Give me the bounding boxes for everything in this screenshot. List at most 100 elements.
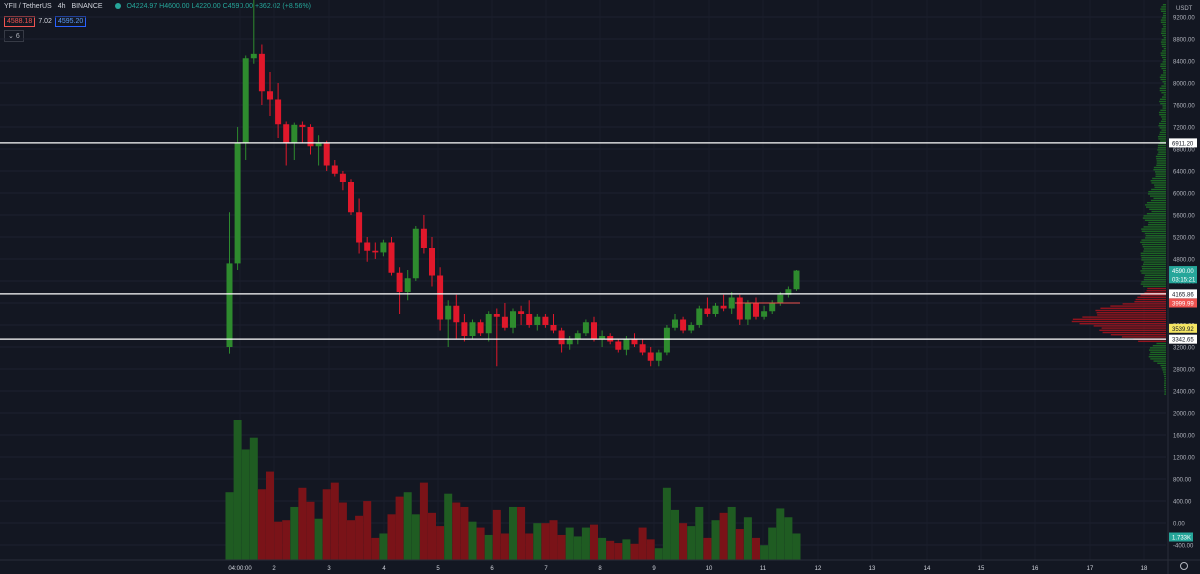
volume-profile-bar (1101, 327, 1166, 329)
candle-body (728, 297, 735, 309)
volume-bar (306, 501, 315, 560)
candle-body (267, 91, 273, 100)
symbol-title[interactable]: YFII / TetherUS (4, 3, 52, 10)
volume-profile-bar (1072, 318, 1166, 320)
time-tick-label: 04:00:00 (228, 566, 252, 572)
volume-profile-bar (1161, 28, 1166, 30)
volume-bar (428, 512, 436, 560)
time-tick-label: 14 (924, 566, 931, 572)
settings-icon[interactable] (1180, 562, 1188, 570)
candle-body (777, 294, 784, 303)
low-value: L4220.00 (191, 3, 221, 10)
candle-body (404, 278, 411, 292)
candle-body (518, 311, 525, 314)
chart-legend-header: YFII / TetherUS 4h BINANCE O4224.97 H460… (4, 3, 311, 10)
time-tick-label: 5 (436, 566, 440, 572)
volume-profile-bar (1147, 224, 1166, 226)
price-tick-label: 5600.00 (1173, 214, 1195, 220)
price-tick-label: 7600.00 (1173, 104, 1195, 110)
volume-profile-bar (1163, 37, 1166, 39)
volume-bar (541, 523, 550, 560)
volume-bar (298, 487, 307, 560)
volume-profile-bar (1146, 213, 1166, 215)
volume-profile-bar (1162, 96, 1166, 98)
price-tick-label: 4800.00 (1173, 258, 1195, 264)
volume-bar (233, 420, 242, 560)
candle-body (429, 248, 435, 276)
price-tick-label: 8800.00 (1173, 38, 1195, 44)
price-tick-label: 6000.00 (1173, 192, 1195, 198)
price-tick-label: 2400.00 (1173, 390, 1195, 396)
volume-profile-bar (1150, 180, 1166, 182)
volume-profile-bar (1140, 283, 1166, 285)
volume-profile-bar (1150, 351, 1166, 353)
volume-profile-bar (1159, 100, 1166, 103)
chevron-down-icon: ⌄ (8, 33, 14, 40)
candle-body (461, 322, 468, 336)
volume-bar (241, 449, 250, 560)
volume-profile-bar (1157, 153, 1166, 155)
candle-body (599, 336, 606, 339)
volume-bar (703, 537, 712, 560)
change-value: +362.02 (+8.56%) (254, 3, 311, 10)
indicators-toggle[interactable]: ⌄ 6 (4, 30, 24, 42)
volume-bar (687, 526, 696, 560)
volume-bar (436, 526, 445, 560)
volume-bar (598, 537, 607, 560)
volume-profile-bar (1157, 136, 1166, 138)
volume-profile (1071, 4, 1166, 395)
volume-bar (638, 527, 647, 560)
volume-profile-bar (1154, 171, 1166, 173)
volume-profile-bar (1079, 323, 1166, 325)
volume-profile-bar (1159, 114, 1166, 116)
volume-bar (743, 517, 752, 560)
volume-profile-bar (1122, 303, 1166, 305)
time-tick-label: 8 (598, 566, 602, 572)
candle-body (753, 303, 759, 317)
volume-bar (711, 520, 720, 560)
volume-bar (614, 543, 623, 560)
volume-profile-bar (1164, 382, 1166, 384)
volume-profile-bar (1163, 384, 1166, 386)
candle-body (631, 338, 638, 345)
interval-label[interactable]: 4h (57, 3, 66, 10)
price-tick-label: 8400.00 (1173, 60, 1195, 66)
volume-profile-bar (1143, 226, 1166, 228)
price-axis-label-text: 3342.65 (1172, 338, 1194, 344)
candle-body (785, 289, 792, 295)
time-axis: 04:00:00 2 3 4 5 6 7 8 9 10 11 12 13 14 15 16 17 18 (0, 559, 1200, 572)
candle-body (542, 316, 549, 325)
volume-profile-bar (1158, 122, 1166, 125)
volume-profile-bar (1102, 331, 1166, 334)
candle-body (736, 297, 743, 320)
price-axis-label (1169, 334, 1197, 344)
volume-profile-bar (1162, 105, 1166, 107)
volume-bar (695, 506, 704, 560)
volume-bar (249, 437, 258, 560)
time-tick-label: 13 (869, 566, 876, 572)
time-tick-label: 18 (1141, 566, 1148, 572)
volume-profile-bar (1152, 177, 1166, 180)
candle-body (364, 242, 371, 251)
volume-profile-bar (1159, 131, 1166, 133)
volume-bar (452, 502, 461, 560)
volume-profile-bar (1140, 254, 1166, 257)
volume-profile-bar (1164, 386, 1166, 389)
volume-profile-bar (1163, 94, 1166, 96)
volume-profile-bar (1160, 74, 1166, 76)
candle-body (226, 263, 233, 347)
candle-body (493, 314, 500, 317)
volume-profile-bar (1149, 208, 1166, 210)
volume-profile-bar (1141, 230, 1166, 232)
volume-profile-bar (1141, 265, 1166, 268)
time-tick-label: 9 (652, 566, 656, 572)
high-value: H4600.00 (159, 3, 190, 10)
volume-profile-bar (1161, 43, 1166, 45)
candle-body (242, 58, 249, 144)
time-tick-label: 4 (382, 566, 386, 572)
volume-profile-bar (1160, 19, 1166, 21)
candle-body (412, 228, 419, 279)
market-status-icon (114, 3, 121, 10)
volume-profile-bar (1159, 87, 1166, 89)
